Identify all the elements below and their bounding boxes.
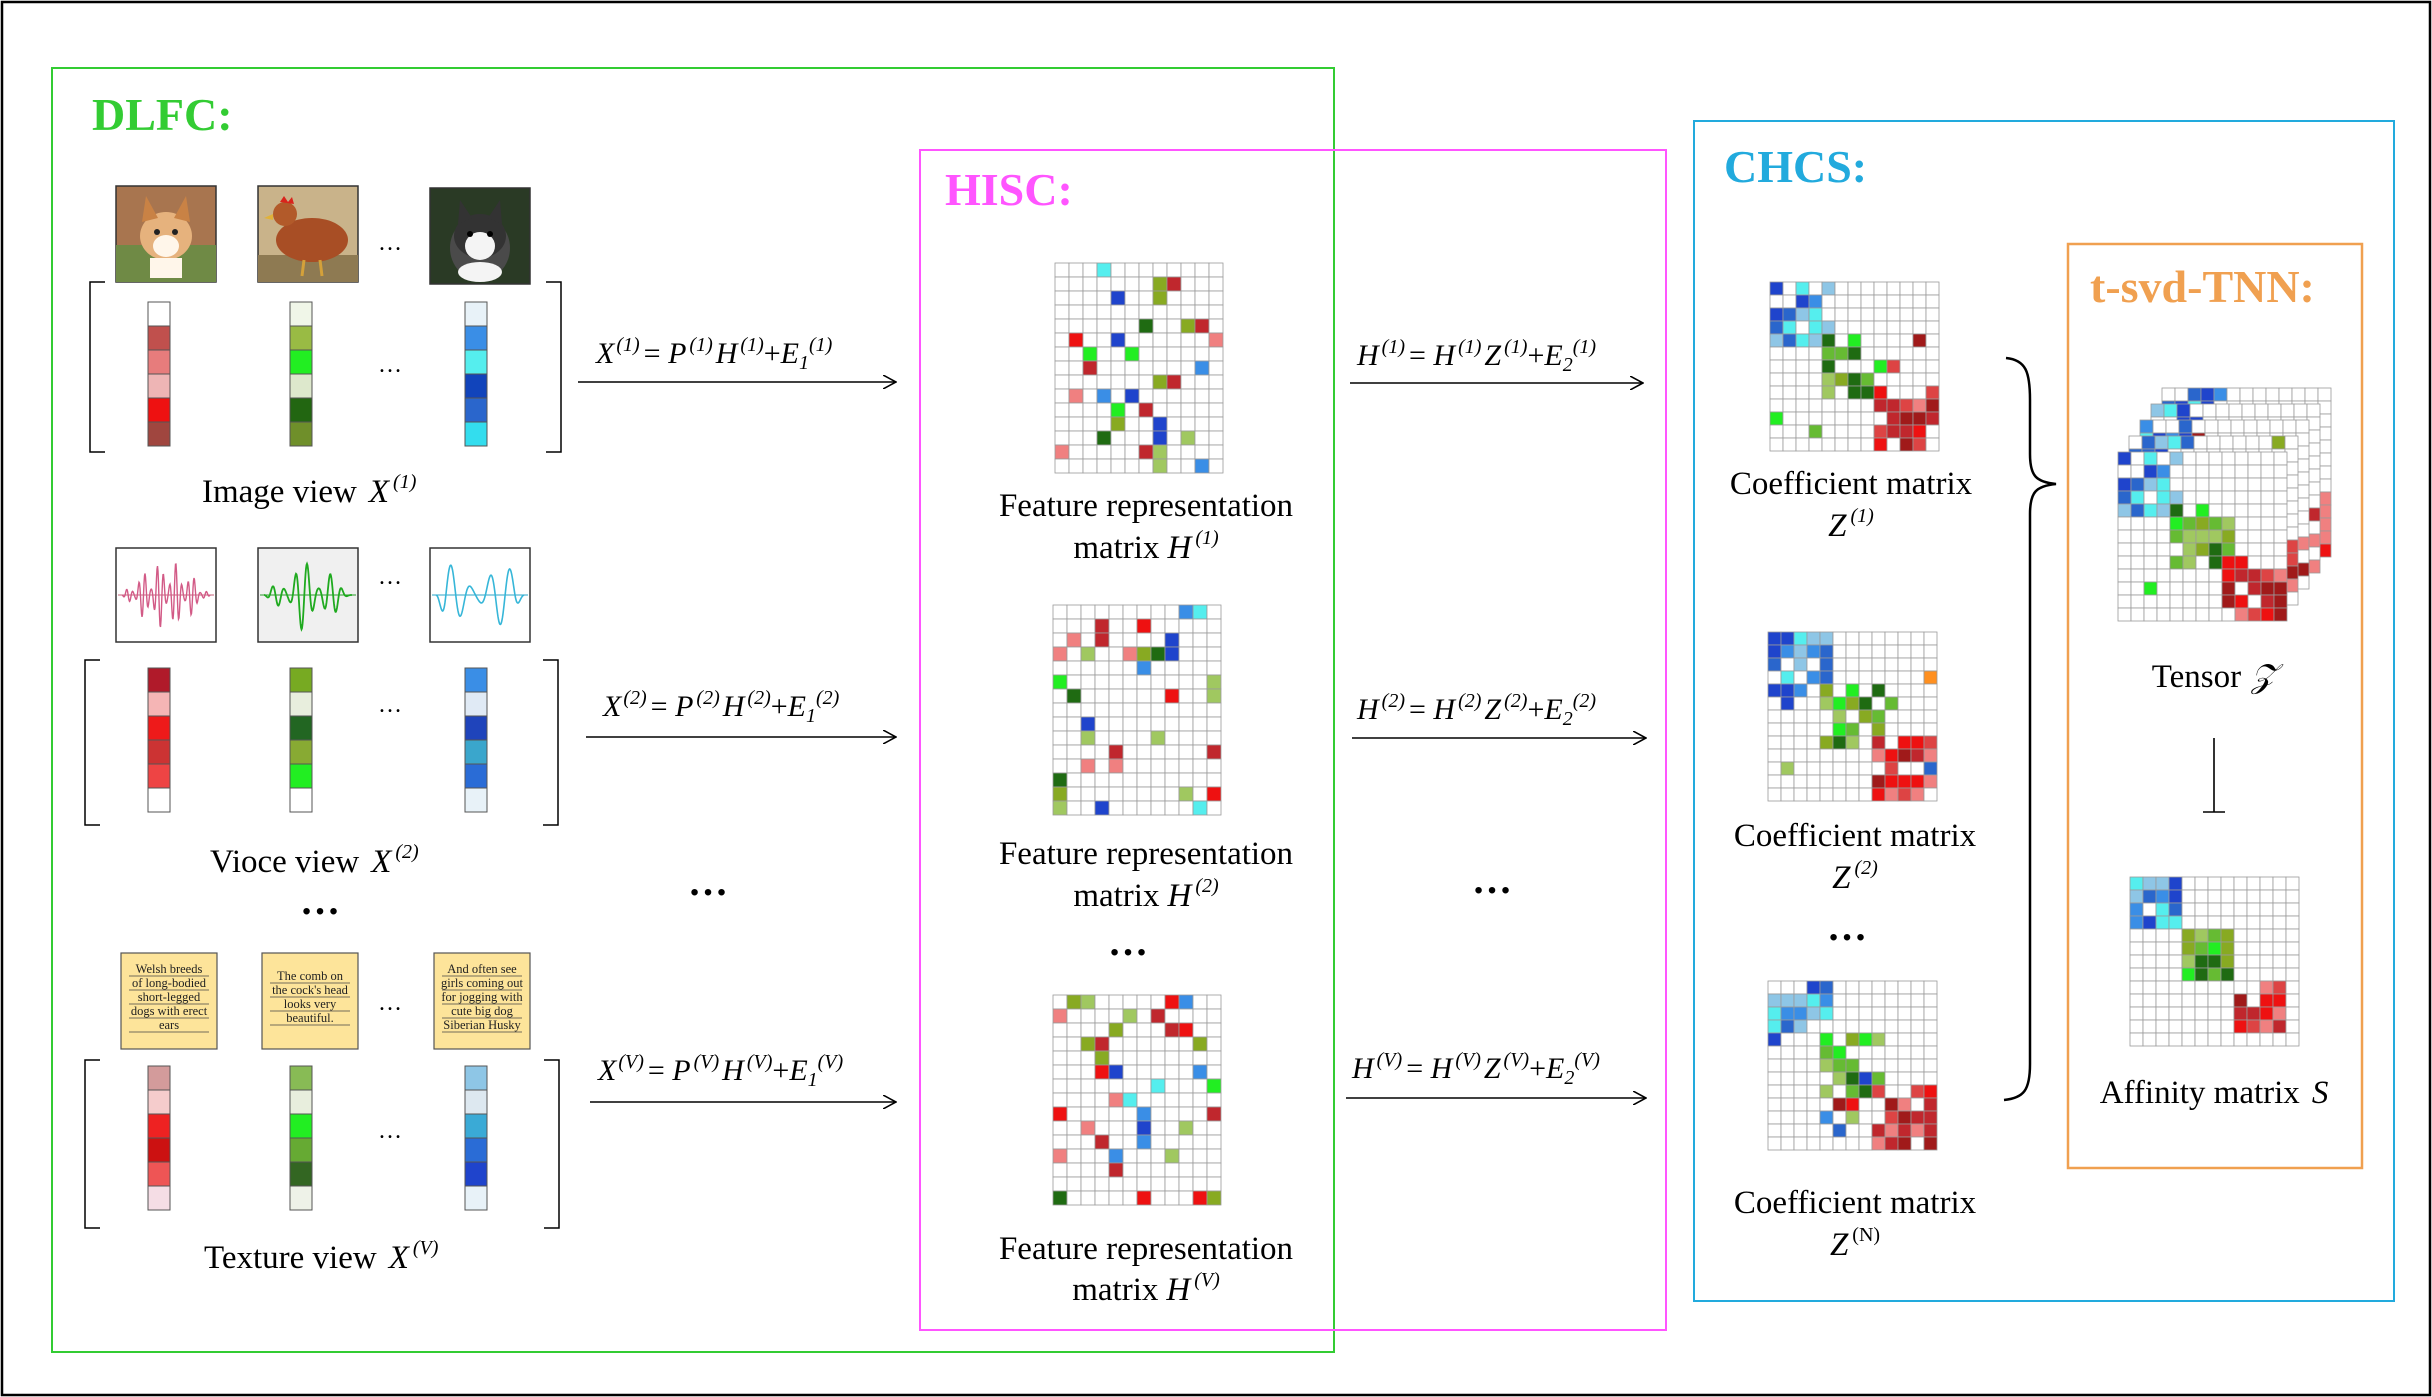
- x-equation-2: X (2) = P (2) H (2)+E1(2): [586, 687, 895, 737]
- viewv-left-bracket: [84, 1059, 100, 1229]
- feature-matrix-v: [1052, 994, 1222, 1206]
- hisc-title: HISC:: [945, 164, 1073, 215]
- coefficient-matrix-2: [1767, 631, 1938, 802]
- view2-icon-ellipsis: …: [378, 564, 402, 590]
- coefficient-matrix-n-label: Coefficient matrix: [1734, 1185, 1977, 1221]
- stacking-curly-brace: [2003, 356, 2057, 1102]
- voice-view: … … Vioce view X (2): [84, 547, 559, 880]
- chcs-title: CHCS:: [1724, 141, 1867, 192]
- views-vertical-ellipsis: …: [300, 878, 340, 923]
- image-view: … … Image view X (1): [89, 185, 562, 510]
- view2-vector-ellipsis: …: [378, 692, 402, 718]
- dlfc-title: DLFC:: [92, 89, 233, 140]
- cyan-waveform-icon: [429, 547, 531, 643]
- viewv-label: Texture view X (V): [204, 1237, 439, 1276]
- text-note-line: Siberian Husky: [443, 1018, 521, 1032]
- h-equation-v: H (V) = H (V) Z (V)+E2(V): [1346, 1049, 1645, 1098]
- text-note-line: for jogging with: [441, 990, 523, 1004]
- feature-matrix-1: [1054, 262, 1224, 474]
- tensor-stack: [2117, 387, 2332, 622]
- x-equation-1: X (1) = P (1) H (1)+E1(1): [578, 334, 895, 382]
- corgi-photo-icon: [115, 185, 217, 283]
- feature-matrix-2-label: Feature representation: [999, 836, 1293, 872]
- text-note-line: the cock's head: [272, 983, 349, 997]
- h-equation-2: H (2) = H (2) Z (2)+E2(2): [1352, 690, 1645, 738]
- feature-matrix-2-label-line2: matrix H (2): [1073, 875, 1219, 914]
- chcs-box: [1693, 120, 2395, 1302]
- viewv-feature-vectors: [147, 1065, 488, 1211]
- text-note-line: Welsh breeds: [136, 962, 203, 976]
- text-note-line: girls coming out: [441, 976, 523, 990]
- view1-vector-ellipsis: …: [378, 352, 402, 378]
- coefficient-matrix-2-var: Z (2): [1832, 857, 1878, 896]
- svg-text:H(V)= H(V)Z(V)+E2(V): H (V) = H (V) Z (V)+E2(V): [1351, 1049, 1600, 1089]
- text-note-line: And often see: [447, 962, 517, 976]
- viewv-icon-ellipsis: …: [378, 990, 402, 1016]
- coefficient-matrix-1: [1769, 281, 1940, 452]
- view2-feature-vectors: [147, 667, 488, 813]
- coefficient-matrix-n: [1767, 980, 1938, 1151]
- view1-left-bracket: [89, 281, 105, 453]
- affinity-matrix-label: Affinity matrix S: [2100, 1075, 2329, 1111]
- x-equation-ellipsis: …: [688, 859, 728, 904]
- text-note-line: cute big dog: [451, 1004, 514, 1018]
- view2-right-bracket: [543, 659, 559, 826]
- svg-text:X(1)= P(1)H(1)+E1(1): X (1) = P (1) H (1)+E1(1): [595, 334, 833, 374]
- feature-matrix-v-label: Feature representation: [999, 1231, 1293, 1267]
- view1-icon-ellipsis: …: [378, 230, 402, 256]
- text-note-line: of long-bodied: [132, 976, 207, 990]
- coefficient-matrix-1-var: Z (1): [1828, 505, 1874, 544]
- tsvd-title: t-svd-TNN:: [2090, 261, 2315, 312]
- x-equation-v: X (V) = P (V) H (V)+E1(V): [590, 1051, 895, 1102]
- feature-matrix-2: [1052, 604, 1222, 816]
- coefficient-matrix-1-label: Coefficient matrix: [1730, 466, 1973, 502]
- feature-matrix-1-label-line2: matrix H (1): [1073, 527, 1219, 566]
- dlfc-box: [51, 67, 1335, 1353]
- text-note-line: The comb on: [277, 969, 344, 983]
- tensor-slice: [2117, 451, 2288, 622]
- feature-matrix-v-label-line2: matrix H (V): [1072, 1269, 1220, 1308]
- tensor-label: Tensor 𝒵: [2152, 659, 2284, 695]
- view2-left-bracket: [84, 659, 100, 826]
- text-note-line: beautiful.: [286, 1011, 334, 1025]
- hisc-box: [919, 149, 1667, 1331]
- text-note-line: looks very: [284, 997, 337, 1011]
- viewv-right-bracket: [544, 1059, 560, 1229]
- feature-matrix-ellipsis: …: [1108, 919, 1148, 964]
- text-note-line: short-legged: [138, 990, 201, 1004]
- h-equation-ellipsis: …: [1472, 857, 1512, 902]
- text-note-line: dogs with erect: [131, 1004, 208, 1018]
- green-waveform-icon: [257, 547, 359, 643]
- text-note-line: ears: [159, 1018, 179, 1032]
- view1-right-bracket: [546, 281, 562, 453]
- coefficient-matrix-n-var: Z (N): [1830, 1224, 1880, 1263]
- tsvd-box: [2066, 242, 2364, 1170]
- pink-waveform-icon: [115, 547, 217, 643]
- h-equation-1: H (1) = H (1) Z (1)+E2(1): [1350, 336, 1642, 383]
- view1-feature-vectors: [147, 301, 488, 447]
- svg-text:H(1)= H(1)Z(1)+E2(1): H (1) = H (1) Z (1)+E2(1): [1356, 336, 1596, 376]
- affinity-matrix: [2129, 876, 2300, 1047]
- coefficient-matrix-ellipsis: …: [1827, 904, 1867, 949]
- svg-text:H(2)= H(2)Z(2)+E2(2): H (2) = H (2) Z (2)+E2(2): [1356, 690, 1596, 730]
- viewv-vector-ellipsis: …: [378, 1118, 402, 1144]
- coefficient-matrix-2-label: Coefficient matrix: [1734, 818, 1977, 854]
- husky-puppy-photo-icon: [429, 187, 531, 285]
- hen-photo-icon: [257, 185, 359, 283]
- feature-matrix-1-label: Feature representation: [999, 488, 1293, 524]
- view1-label: Image view X (1): [202, 471, 417, 510]
- svg-text:X(2)= P(2)H(2)+E1(2): X (2) = P (2) H (2)+E1(2): [602, 687, 840, 727]
- view2-label: Vioce view X (2): [210, 841, 419, 880]
- svg-text:X(V)= P(V)H(V)+E1(V): X (V) = P (V) H (V)+E1(V): [597, 1051, 844, 1091]
